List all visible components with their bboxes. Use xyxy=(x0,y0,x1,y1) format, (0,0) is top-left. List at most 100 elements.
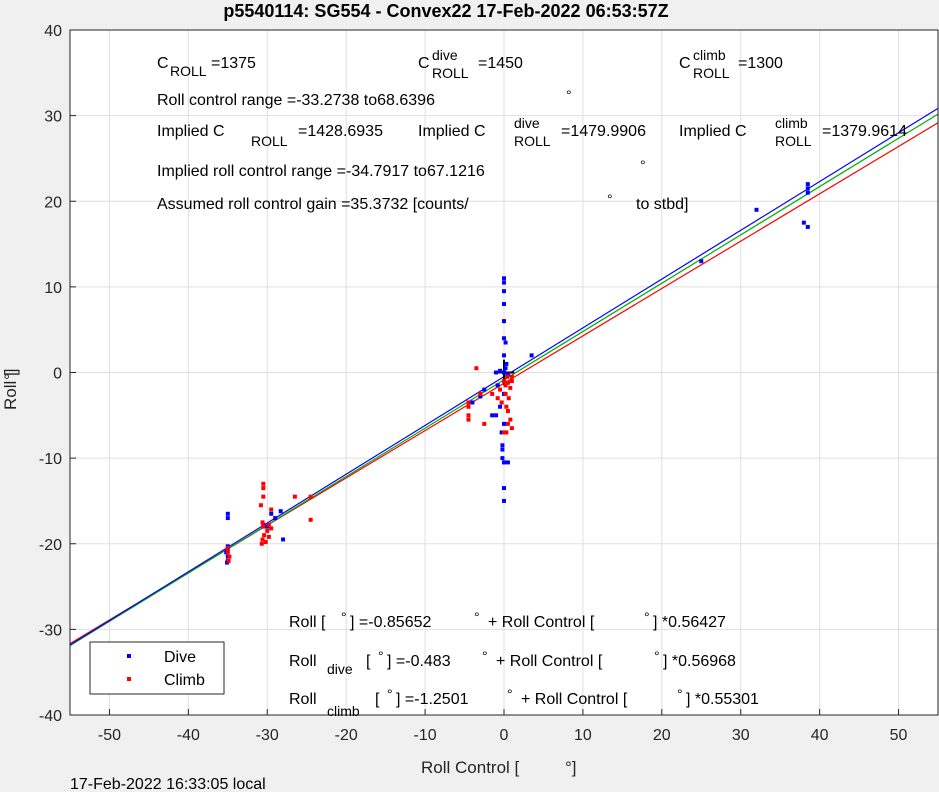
chart-title: p5540114: SG554 - Convex22 17-Feb-2022 0… xyxy=(223,1,668,21)
point-climb xyxy=(495,396,500,401)
implied-c-roll-value: =1428.6935 xyxy=(298,123,383,140)
implied-range-deg: ° xyxy=(640,157,646,173)
legend: Dive Climb xyxy=(89,641,225,695)
point-climb xyxy=(474,366,479,371)
implied-c-row: Implied C ROLL =1428.6935 Implied C dive… xyxy=(157,115,907,149)
point-climb xyxy=(225,546,230,551)
point-climb xyxy=(503,391,508,396)
point-climb xyxy=(225,550,230,555)
fit-climb-open: [ xyxy=(375,691,380,708)
point-climb xyxy=(266,534,271,539)
point-climb xyxy=(262,533,267,538)
point-dive xyxy=(269,511,274,516)
x-tick-label: 50 xyxy=(890,727,908,744)
fit-all-deg3: ° xyxy=(644,609,650,625)
gain-deg: ° xyxy=(607,191,613,207)
legend-climb-marker xyxy=(127,677,131,681)
implied-roll-control-range: Implied roll control range =-34.7917 to6… xyxy=(157,163,485,180)
point-dive xyxy=(494,413,499,418)
c-roll-base: C xyxy=(157,55,169,72)
x-tick-label: -10 xyxy=(414,727,437,744)
series-climb xyxy=(225,366,514,563)
point-climb xyxy=(292,494,297,499)
point-climb xyxy=(308,494,313,499)
roll-control-range-deg: ° xyxy=(566,87,572,103)
point-climb xyxy=(260,520,265,525)
x-tick-label: 30 xyxy=(732,727,750,744)
point-climb xyxy=(505,374,510,379)
fit-climb-eq: ] =-1.2501 xyxy=(396,691,469,708)
fit-climb-deg1: ° xyxy=(387,686,393,702)
fit-equation-all: Roll [ ° ] =-0.85652 ° + Roll Control [ … xyxy=(289,609,726,631)
point-dive xyxy=(490,413,495,418)
point-dive xyxy=(482,387,487,392)
point-dive xyxy=(801,220,806,225)
y-tick-label: -20 xyxy=(39,537,62,554)
y-tick-label: 0 xyxy=(53,366,62,383)
c-roll-climb-annotation: C climb ROLL =1300 xyxy=(679,47,783,81)
fit-dive-rest: + Roll Control [ xyxy=(496,653,603,670)
implied-c-climb-sup: climb xyxy=(775,115,808,131)
fit-equation-climb: Roll climb [ ° ] =-1.2501 ° + Roll Contr… xyxy=(289,686,759,719)
point-dive xyxy=(470,400,475,405)
y-axis-label-unit: °] xyxy=(1,368,20,380)
implied-c-climb-label: Implied C xyxy=(679,123,747,140)
y-tick-label: -10 xyxy=(39,451,62,468)
point-dive xyxy=(225,516,230,521)
y-tick-label: 40 xyxy=(44,23,62,40)
point-dive xyxy=(499,430,504,435)
point-climb xyxy=(508,417,513,422)
c-roll-sub: ROLL xyxy=(170,63,207,79)
roll-control-gain: Assumed roll control gain =35.3732 [coun… xyxy=(157,196,469,213)
gain-unit: to stbd] xyxy=(636,196,688,213)
point-climb xyxy=(269,507,274,512)
point-climb xyxy=(490,391,495,396)
point-climb xyxy=(266,522,271,527)
fit-equation-dive: Roll dive [ ° ] =-0.483 ° + Roll Control… xyxy=(289,648,736,677)
point-climb xyxy=(504,430,509,435)
point-climb xyxy=(502,430,506,435)
fit-all-deg1: ° xyxy=(341,609,347,625)
point-climb xyxy=(261,486,266,491)
implied-c-roll-sub: ROLL xyxy=(251,133,288,149)
point-climb xyxy=(478,391,483,396)
point-dive xyxy=(498,368,503,373)
point-climb xyxy=(466,413,471,418)
c-roll-annotation: C ROLL =1375 xyxy=(157,55,256,79)
c-roll-value: =1375 xyxy=(211,55,256,72)
point-climb xyxy=(499,400,504,405)
point-dive xyxy=(281,537,286,542)
point-dive xyxy=(498,404,503,409)
point-dive xyxy=(805,182,810,187)
point-dive xyxy=(502,289,506,294)
y-axis-label: Roll [ xyxy=(1,371,20,410)
c-roll-dive-value: =1450 xyxy=(478,55,523,72)
x-tick-label: 10 xyxy=(574,727,592,744)
point-climb xyxy=(259,541,264,546)
c-roll-dive-sup: dive xyxy=(432,47,458,63)
point-dive xyxy=(505,460,510,465)
point-dive xyxy=(699,259,704,264)
y-tick-label: -40 xyxy=(39,708,62,725)
y-tick-label: -30 xyxy=(39,622,62,639)
fit-climb-sub: climb xyxy=(327,703,360,719)
point-climb xyxy=(263,540,268,545)
x-tick-label: -30 xyxy=(256,727,279,744)
x-tick-label: 0 xyxy=(500,727,509,744)
c-roll-climb-base: C xyxy=(679,55,691,72)
fit-all-lhs: Roll [ xyxy=(289,614,326,631)
point-climb xyxy=(227,554,232,559)
point-climb xyxy=(265,528,270,533)
point-climb xyxy=(506,396,511,401)
fit-all-deg2: ° xyxy=(474,609,480,625)
point-climb xyxy=(466,400,471,405)
point-climb xyxy=(505,409,510,414)
point-climb xyxy=(508,385,513,390)
point-climb xyxy=(269,526,274,531)
point-dive xyxy=(225,511,230,516)
x-axis-label: Roll Control [ xyxy=(421,758,520,777)
point-climb xyxy=(226,558,231,563)
fit-dive-end: ] *0.56968 xyxy=(663,653,736,670)
point-climb xyxy=(509,426,514,431)
point-dive xyxy=(529,353,534,358)
